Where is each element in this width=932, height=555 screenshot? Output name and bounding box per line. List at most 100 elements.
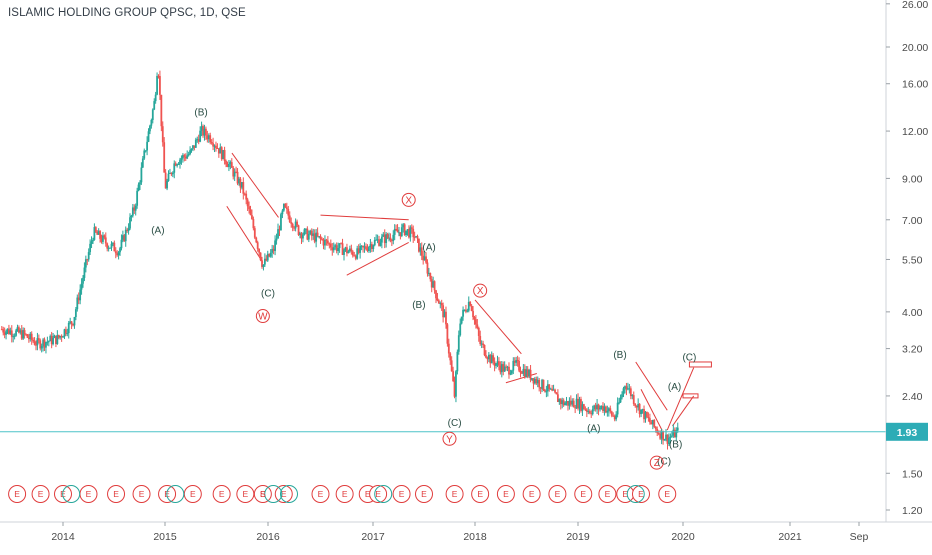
wave-label: (B) xyxy=(669,439,682,450)
candle-body xyxy=(52,337,54,345)
candle-body xyxy=(492,355,495,362)
dividend-event-marker[interactable] xyxy=(107,485,126,503)
candle-body xyxy=(670,435,673,437)
candle-body xyxy=(616,402,619,415)
candle-body xyxy=(332,247,335,251)
dividend-event-marker[interactable] xyxy=(31,485,50,503)
split-event-marker[interactable] xyxy=(280,485,298,503)
candle-body xyxy=(564,403,566,406)
dividend-event-label: E xyxy=(318,489,324,499)
candle-body xyxy=(269,252,272,257)
circled-wave-label: X xyxy=(405,195,412,206)
candle-body xyxy=(293,227,296,229)
candle-body xyxy=(177,163,180,165)
candle-body xyxy=(262,264,265,267)
dividend-event-marker[interactable] xyxy=(522,485,541,503)
dividend-event-marker[interactable] xyxy=(548,485,567,503)
dividend-event-marker[interactable] xyxy=(8,485,27,503)
candle-body xyxy=(203,128,206,136)
split-event-marker[interactable] xyxy=(166,485,185,503)
dividend-event-marker[interactable] xyxy=(392,485,411,503)
candle-body xyxy=(225,160,227,165)
candle-body xyxy=(189,150,191,155)
candle-body xyxy=(22,330,25,339)
wave-label: (B) xyxy=(613,350,626,361)
dividend-event-marker[interactable] xyxy=(445,485,464,503)
candle-body xyxy=(302,234,304,239)
dividend-event-marker[interactable] xyxy=(311,485,330,503)
dividend-event-marker[interactable] xyxy=(658,485,677,503)
candle-body xyxy=(593,405,596,410)
dividend-event-marker[interactable] xyxy=(212,485,231,503)
candle-body xyxy=(459,323,462,336)
dividend-event-marker[interactable] xyxy=(574,485,593,503)
dividend-event-marker[interactable] xyxy=(253,485,272,503)
split-event-marker[interactable] xyxy=(374,485,393,503)
candle-body xyxy=(282,203,285,211)
candle-body xyxy=(288,215,291,223)
candle-body xyxy=(662,430,664,441)
candle-body xyxy=(90,241,93,244)
candle-body xyxy=(603,406,606,411)
candle-body xyxy=(572,400,575,408)
dividend-event-marker[interactable] xyxy=(183,485,202,503)
dividend-event-label: E xyxy=(503,489,509,499)
x-tick-label: 2020 xyxy=(671,531,695,543)
x-tick-label: 2018 xyxy=(463,531,487,543)
dividend-event-marker[interactable] xyxy=(471,485,490,503)
dividend-event-marker[interactable] xyxy=(632,485,650,503)
candle-body xyxy=(338,243,341,249)
candle-body xyxy=(310,230,313,236)
candle-body xyxy=(129,217,131,229)
dividend-event-marker[interactable] xyxy=(132,485,151,503)
candle-body xyxy=(113,242,116,252)
candle-body xyxy=(169,172,171,174)
candle-body xyxy=(531,378,533,380)
dividend-event-marker[interactable] xyxy=(496,485,515,503)
candle-body xyxy=(426,262,429,274)
trend-line xyxy=(635,361,668,411)
candle-body xyxy=(157,75,160,77)
candle-body xyxy=(581,404,584,411)
y-tick-label: 1.20 xyxy=(902,505,923,517)
candle-body xyxy=(46,341,49,343)
candle-body xyxy=(131,207,134,216)
candle-body xyxy=(408,229,410,238)
dividend-event-marker[interactable] xyxy=(335,485,354,503)
dividend-event-marker[interactable] xyxy=(415,485,433,503)
candle-body xyxy=(516,359,519,361)
dividend-event-marker[interactable] xyxy=(369,485,388,503)
candle-body xyxy=(256,242,259,249)
split-event-marker[interactable] xyxy=(264,485,283,503)
dividend-event-marker[interactable] xyxy=(236,485,255,503)
candle-body xyxy=(156,75,158,95)
candle-body xyxy=(580,399,582,411)
candle-body xyxy=(235,171,238,173)
candle-body xyxy=(344,247,347,251)
circled-wave-marker xyxy=(473,283,488,298)
candle-body xyxy=(183,155,186,157)
wave-label: (A) xyxy=(668,382,681,393)
candle-body xyxy=(470,305,473,311)
candle-body xyxy=(207,135,210,140)
split-event-marker[interactable] xyxy=(62,485,81,503)
candle-body xyxy=(634,403,637,406)
last-price-tag xyxy=(886,422,928,441)
candle-body xyxy=(429,272,432,280)
candle-body xyxy=(546,384,549,392)
candle-body xyxy=(456,351,459,372)
candle-body xyxy=(174,163,177,166)
candle-body xyxy=(498,361,500,366)
candle-body xyxy=(585,409,588,412)
split-event-marker[interactable] xyxy=(626,485,645,503)
candle-body xyxy=(673,429,676,438)
candle-body xyxy=(278,229,281,231)
candle-body xyxy=(439,303,442,305)
candle-body xyxy=(594,405,597,410)
candle-body xyxy=(396,229,399,233)
dividend-event-marker[interactable] xyxy=(274,485,293,503)
candle-body xyxy=(450,360,453,372)
dividend-event-marker[interactable] xyxy=(598,485,617,503)
